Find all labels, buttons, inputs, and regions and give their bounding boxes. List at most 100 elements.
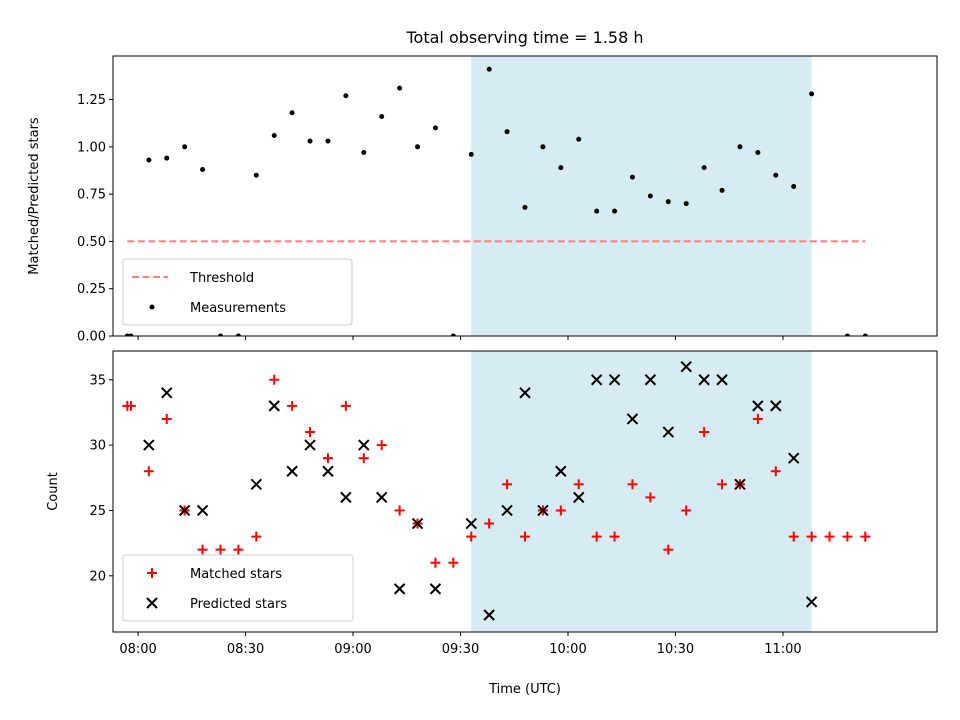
measurements-point-26 (576, 136, 582, 142)
legend-predicted-stars-swatch (146, 597, 158, 609)
measurements-point-38 (791, 184, 797, 190)
predicted-stars-point-34-b (805, 596, 818, 608)
predicted-stars-point-15-b (465, 517, 477, 530)
predicted-stars-point-16-b (483, 609, 495, 621)
matched-stars-point-14 (358, 453, 369, 464)
measurements-point-13 (343, 93, 349, 99)
measurements-point-39 (809, 91, 815, 97)
count-shaded-span (471, 351, 812, 632)
measurements-point-21 (486, 66, 492, 72)
matched-stars-point-20 (466, 531, 477, 542)
predicted-stars-point-13 (411, 517, 424, 530)
matched-stars-point-21 (484, 518, 495, 529)
matched-stars-point-8 (251, 531, 262, 542)
measurements-point-1 (128, 333, 134, 336)
predicted-stars-point-1-b (161, 387, 173, 399)
predicted-stars-point-33 (787, 452, 800, 464)
measurements-point-17 (415, 144, 421, 150)
x-tick-label-6: 11:00 (764, 642, 801, 657)
matched-stars-point-41 (842, 531, 853, 542)
measurements-point-27 (594, 208, 600, 214)
legend-matched-stars-swatch (147, 568, 157, 578)
predicted-stars-point-8 (322, 465, 334, 477)
matched-stars-point-39 (806, 531, 817, 542)
measurements-point-14 (361, 149, 367, 155)
matched-stars-point-30 (645, 492, 656, 503)
matched-stars-point-1 (125, 400, 136, 411)
predicted-stars-point-6 (286, 465, 298, 477)
matched-stars-point-22 (502, 479, 513, 490)
predicted-stars-point-9-b (340, 491, 352, 504)
predicted-stars-point-25-b (644, 374, 657, 386)
ratio-axes-frame (112, 55, 938, 337)
measurements-point-30 (647, 193, 653, 199)
x-tick-label-4: 10:00 (549, 642, 586, 657)
measurements-point-5 (200, 167, 206, 173)
predicted-stars-point-23 (608, 374, 621, 386)
ratio-panel: 0.00 0.25 0.50 0.75 1.00 1.25 Matched/Predicte… (27, 55, 938, 345)
predicted-stars-point-23-b (608, 374, 621, 386)
ratio-legend (122, 258, 353, 326)
count-markers (122, 360, 871, 621)
measurements-point-41 (862, 333, 868, 336)
predicted-stars-point-15 (465, 517, 477, 530)
matched-stars-point-15 (376, 440, 387, 451)
predicted-stars-point-5-b (268, 400, 280, 412)
measurements-point-11 (307, 138, 313, 144)
predicted-stars-point-4-b (250, 478, 263, 491)
predicted-stars-point-10-b (358, 439, 370, 451)
measurements-point-19 (450, 333, 456, 336)
measurements-point-12 (325, 138, 331, 144)
chart-title: Total observing time = 1.58 h (405, 28, 643, 47)
legend-predicted-stars-swatch-b (146, 597, 158, 609)
matched-stars-point-32 (681, 505, 692, 516)
predicted-stars-point-13-b (411, 517, 424, 530)
measurements-point-33 (701, 165, 707, 171)
legend-measurements-label: Measurements (190, 301, 286, 316)
measurements-point-4 (182, 144, 188, 150)
x-tick-label-5: 10:30 (657, 642, 694, 657)
measurements-point-20 (468, 151, 474, 157)
matched-stars-point-18 (430, 557, 441, 568)
matched-stars-point-13 (340, 400, 351, 411)
measurements-point-23 (522, 204, 528, 210)
matched-stars-point-3 (161, 413, 172, 424)
matched-stars-point-33 (699, 427, 710, 438)
ratio-y-axis-label: Matched/Predicted stars (27, 117, 42, 275)
matched-stars-point-19 (448, 557, 459, 568)
measurements-point-9 (271, 132, 277, 138)
ratio-shaded-span (471, 56, 812, 336)
count-y-tick-label-0: 20 (89, 569, 106, 584)
measurements-point-16 (397, 85, 403, 91)
predicted-stars-point-19 (537, 504, 549, 517)
ratio-y-tick-label-2: 0.50 (77, 235, 106, 250)
matched-stars-point-25 (555, 505, 566, 516)
predicted-stars-point-20-b (555, 465, 567, 477)
matched-stars-point-37 (770, 466, 781, 477)
measurements-point-3 (164, 155, 170, 161)
predicted-stars-point-32 (770, 400, 782, 412)
predicted-stars-point-18-b (519, 387, 531, 399)
matched-stars-point-9 (269, 374, 280, 385)
ratio-y-tick-label-5: 1.25 (77, 93, 106, 108)
measurements-point-36 (755, 149, 761, 155)
predicted-stars-point-5 (268, 400, 280, 412)
predicted-stars-point-21-b (573, 491, 585, 504)
measurements-point-31 (665, 199, 671, 205)
matched-stars-point-28 (609, 531, 620, 542)
matched-stars-point-23 (520, 531, 530, 542)
predicted-stars-point-2 (178, 504, 191, 517)
predicted-stars-point-4 (250, 478, 263, 491)
measurements-point-32 (683, 201, 689, 207)
measurements-point-34 (719, 187, 725, 193)
measurements-point-8 (253, 172, 259, 178)
predicted-stars-point-21 (573, 491, 585, 504)
predicted-stars-point-10 (358, 439, 370, 451)
predicted-stars-point-19-b (537, 504, 549, 517)
count-axes-frame (112, 350, 938, 633)
measurements-point-15 (379, 114, 385, 120)
matched-stars-point-2 (143, 466, 154, 477)
predicted-stars-point-0 (143, 439, 155, 451)
count-panel: 20 25 30 35 08:00 08:30 09:00 09:30 10:00 10:30 11… (46, 350, 938, 657)
legend-measurements-swatch (149, 304, 155, 310)
